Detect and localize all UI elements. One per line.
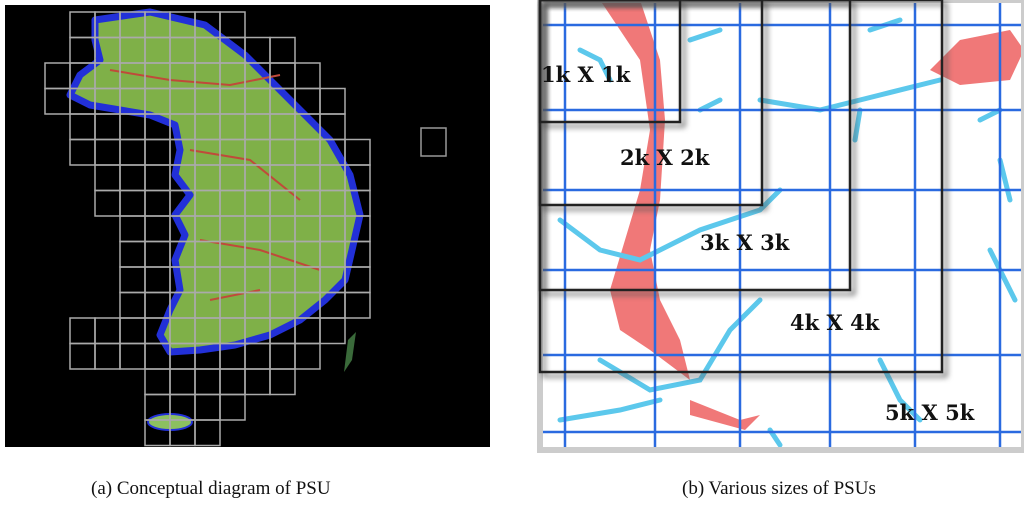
- psu-label: 1k X 1k: [541, 62, 631, 87]
- psu-label: 3k X 3k: [700, 230, 790, 255]
- caption: (a) Conceptual diagram of PSU: [91, 478, 331, 500]
- page: {"figures": [ {"caption": "(a) Conceptua…: [0, 0, 1024, 505]
- psu-label: 5k X 5k: [885, 400, 975, 425]
- psu-label: 4k X 4k: [790, 310, 880, 335]
- psu-sizes: 1k X 1k 2k X 2k 3k X 3k 4k X 4k 5k X 5k: [540, 0, 1024, 450]
- figure: 1k X 1k 2k X 2k 3k X 3k 4k X 4k 5k X 5k: [0, 0, 1024, 470]
- caption: (b) Various sizes of PSUs: [682, 478, 876, 500]
- psu-map: [5, 5, 490, 447]
- psu-label: 2k X 2k: [620, 145, 710, 170]
